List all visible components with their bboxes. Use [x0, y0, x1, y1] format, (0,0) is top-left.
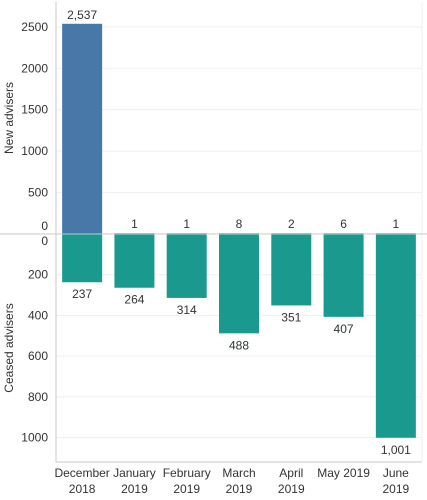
- bar-ceased-advisers: [271, 234, 312, 306]
- y-tick-label-ceased: 1000: [21, 431, 48, 445]
- y-tick-label-ceased: 200: [28, 268, 48, 282]
- data-label-new: 6: [340, 217, 347, 231]
- data-label-ceased: 264: [124, 293, 144, 307]
- bar-ceased-advisers: [62, 234, 103, 283]
- y-tick-label-new: 1000: [21, 144, 48, 158]
- data-label-ceased: 314: [177, 303, 197, 317]
- y-tick-label-ceased: 0: [41, 234, 48, 248]
- y-tick-label-new: 500: [28, 186, 48, 200]
- labels-layer: 2,537 237 1 264 1 314 8 488 2 351 6 407 1 1,001: [67, 8, 411, 457]
- x-tick-label: June: [383, 466, 409, 480]
- y-tick-label-new: 2000: [21, 61, 48, 75]
- x-tick-label: May 2019: [317, 466, 370, 480]
- y-tick-label-ceased: 800: [28, 390, 48, 404]
- bar-new-advisers: [62, 23, 103, 234]
- x-tick-label: 2019: [121, 482, 148, 496]
- data-label-ceased: 407: [334, 322, 354, 336]
- y-tick-label-ceased: 600: [28, 349, 48, 363]
- x-tick-label: April: [279, 466, 303, 480]
- data-label-ceased: 237: [72, 287, 92, 301]
- x-tick-label: February: [163, 466, 211, 480]
- x-tick-label: 2019: [173, 482, 200, 496]
- x-tick-label: March: [222, 466, 255, 480]
- x-tick-label: 2019: [278, 482, 305, 496]
- x-tick-label: 2019: [226, 482, 253, 496]
- data-label-ceased: 351: [281, 310, 301, 324]
- bar-ceased-advisers: [375, 234, 416, 438]
- y-axis-title-ceased: Ceased advisers: [2, 303, 16, 392]
- data-label-new: 1: [393, 217, 400, 231]
- data-label-new: 8: [236, 217, 243, 231]
- x-tick-label: 2019: [383, 482, 410, 496]
- bar-ceased-advisers: [219, 234, 259, 334]
- y-tick-label-ceased: 400: [28, 308, 48, 322]
- data-label-new: 1: [183, 217, 190, 231]
- bar-ceased-advisers: [166, 234, 207, 298]
- data-label-new: 2,537: [67, 8, 97, 22]
- data-label-new: 1: [131, 217, 138, 231]
- data-label-new: 2: [288, 217, 295, 231]
- x-tick-label: December: [54, 466, 109, 480]
- bar-ceased-advisers: [114, 234, 155, 288]
- data-label-ceased: 488: [229, 338, 249, 352]
- x-tick-label: 2018: [69, 482, 96, 496]
- y-tick-label-new: 2500: [21, 20, 48, 34]
- x-tick-label: January: [113, 466, 156, 480]
- y-tick-label-new: 1500: [21, 103, 48, 117]
- grid-layer: [56, 26, 422, 439]
- bar-ceased-advisers: [323, 234, 364, 317]
- data-label-ceased: 1,001: [381, 443, 411, 457]
- y-axis-title-new: New advisers: [2, 82, 16, 154]
- y-tick-label-new: 0: [41, 219, 48, 233]
